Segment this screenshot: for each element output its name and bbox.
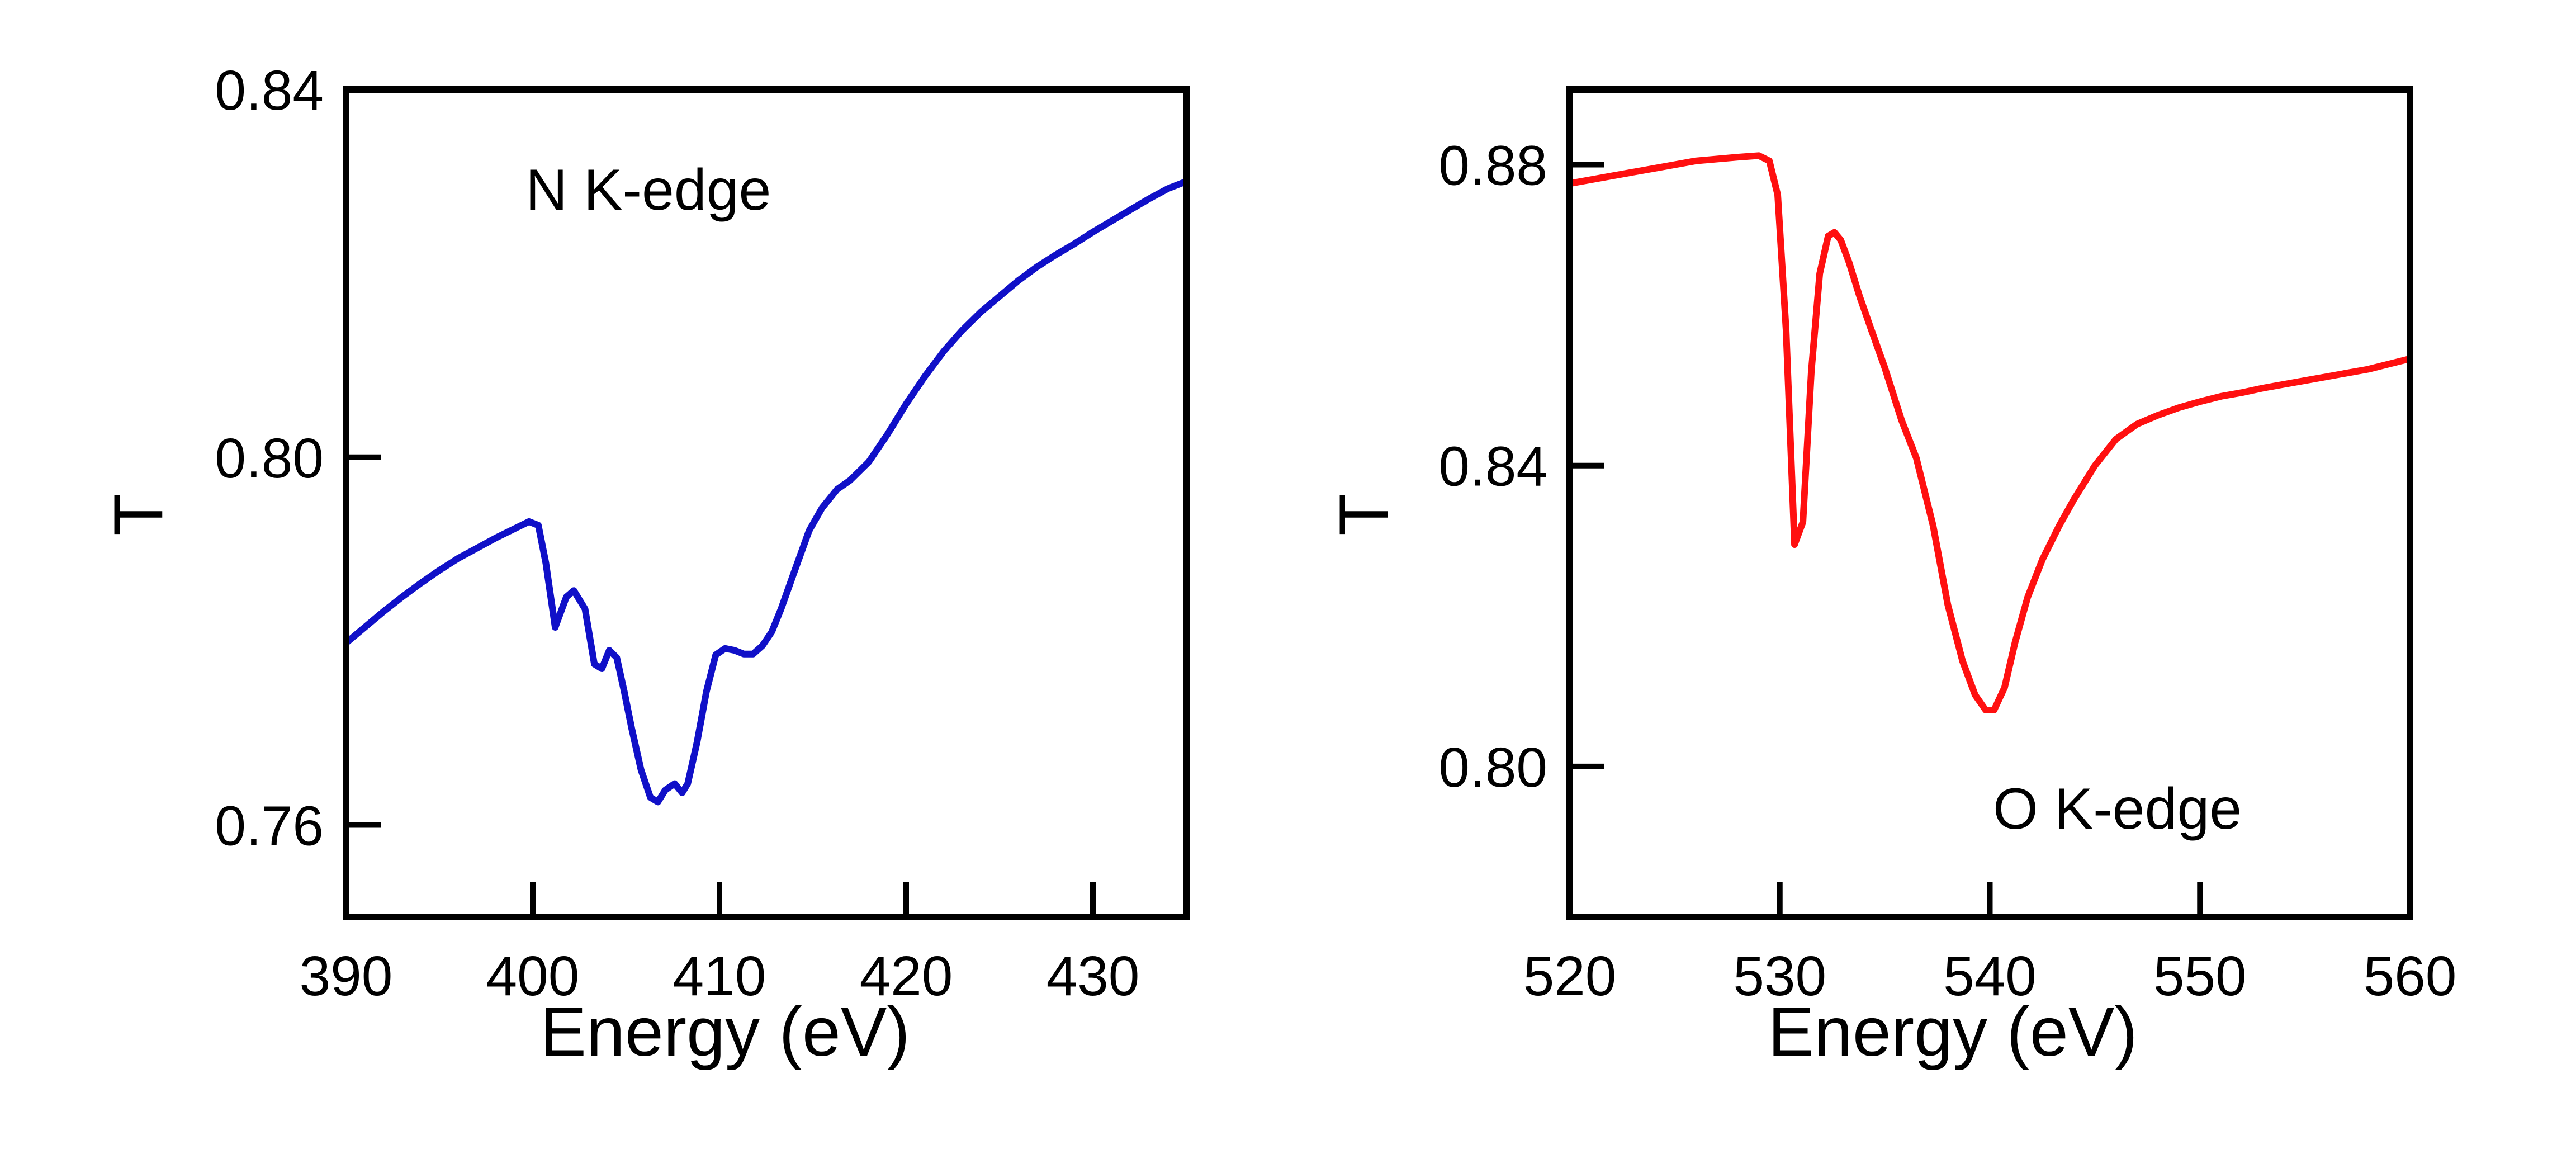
series-layer: [1566, 152, 2413, 713]
y-tick-label: 0.80: [215, 427, 324, 490]
ticks-layer: 390 400 410 420 430 0.76 0.80 0.84: [215, 59, 1139, 1008]
x-tick-label: 540: [1943, 945, 2037, 1008]
series-layer: [343, 178, 1190, 806]
series-line: [343, 178, 1190, 806]
ticks-layer: 520 530 540 550 560 0.80 0.84 0.88: [1438, 135, 2456, 1008]
y-tick-label: 0.84: [215, 59, 324, 122]
series-line: [1566, 152, 2413, 713]
x-axis-title: Energy (eV): [1768, 994, 2138, 1071]
y-tick-label: 0.80: [1438, 736, 1547, 799]
plot-frame: [343, 86, 1190, 920]
y-tick-label: 0.76: [215, 795, 324, 858]
o-k-edge-chart: 520 530 540 550 560 0.80 0.84 0.88 O K-edge Ene…: [1325, 86, 2456, 1071]
x-tick-label: 400: [486, 945, 580, 1008]
x-tick-label: 430: [1046, 945, 1140, 1008]
y-axis-title: T: [100, 493, 177, 536]
x-tick-label: 530: [1733, 945, 1826, 1008]
chart-annotation: N K-edge: [525, 158, 771, 223]
y-tick-label: 0.84: [1438, 436, 1547, 498]
x-tick-label: 520: [1523, 945, 1617, 1008]
x-tick-label: 410: [673, 945, 766, 1008]
n-k-edge-chart: 390 400 410 420 430 0.76 0.80 0.84 N K-edge Ene…: [100, 59, 1190, 1071]
y-axis-title: T: [1325, 493, 1403, 536]
x-axis-title: Energy (eV): [540, 994, 910, 1071]
chart-annotation: O K-edge: [1993, 777, 2242, 841]
x-tick-label: 550: [2153, 945, 2247, 1008]
y-tick-label: 0.88: [1438, 135, 1547, 197]
x-tick-label: 390: [300, 945, 393, 1008]
plot-frame: [1566, 86, 2413, 920]
x-tick-label: 420: [860, 945, 953, 1008]
x-tick-label: 560: [2364, 945, 2457, 1008]
